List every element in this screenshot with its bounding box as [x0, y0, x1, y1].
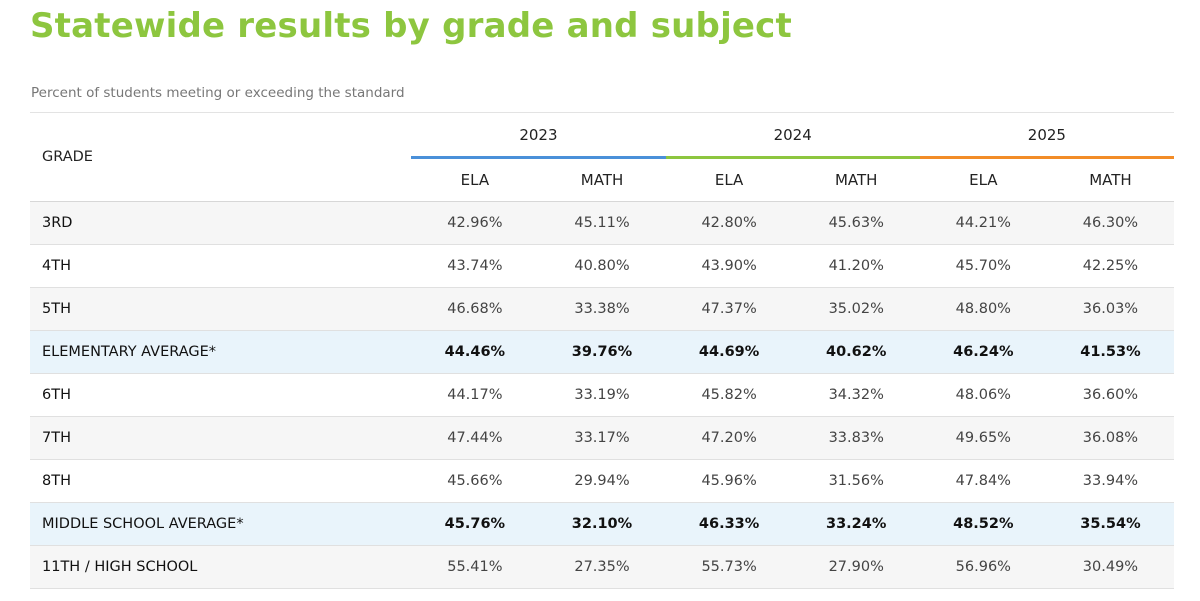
grade-label: 5TH [30, 287, 412, 331]
value-cell: 46.33% [665, 502, 793, 546]
table-row: 7TH 47.44% 33.17% 47.20% 33.83% 49.65% 36.08% [30, 416, 1174, 460]
value-cell: 49.65% [919, 416, 1047, 460]
year-header-2024: 2024 [665, 112, 920, 159]
value-cell: 32.10% [538, 502, 666, 546]
value-cell: 36.60% [1046, 373, 1174, 417]
value-cell: 33.19% [538, 373, 666, 417]
value-cell: 31.56% [792, 459, 920, 503]
grade-column-header: GRADE [30, 112, 412, 202]
year-header-2025: 2025 [919, 112, 1174, 159]
value-cell: 44.46% [411, 330, 539, 374]
value-cell: 55.73% [665, 545, 793, 589]
table-row: 6TH 44.17% 33.19% 45.82% 34.32% 48.06% 36.60% [30, 373, 1174, 417]
grade-label: ELEMENTARY AVERAGE* [30, 330, 412, 374]
table-row: 8TH 45.66% 29.94% 45.96% 31.56% 47.84% 33.94% [30, 459, 1174, 503]
value-cell: 45.63% [792, 201, 920, 245]
value-cell: 55.41% [411, 545, 539, 589]
grade-label: 7TH [30, 416, 412, 460]
value-cell: 42.25% [1046, 244, 1174, 288]
value-cell: 56.96% [919, 545, 1047, 589]
value-cell: 46.30% [1046, 201, 1174, 245]
table-row-average: MIDDLE SCHOOL AVERAGE* 45.76% 32.10% 46.33%… [30, 502, 1174, 546]
value-cell: 33.38% [538, 287, 666, 331]
subject-header-ela: ELA [411, 157, 539, 202]
value-cell: 33.24% [792, 502, 920, 546]
grade-label: 8TH [30, 459, 412, 503]
value-cell: 48.06% [919, 373, 1047, 417]
value-cell: 47.44% [411, 416, 539, 460]
table-row: 4TH 43.74% 40.80% 43.90% 41.20% 45.70% 42.25% [30, 244, 1174, 288]
value-cell: 43.90% [665, 244, 793, 288]
page-title: Statewide results by grade and subject [30, 6, 792, 46]
value-cell: 35.02% [792, 287, 920, 331]
subject-header-ela: ELA [919, 157, 1047, 202]
value-cell: 42.96% [411, 201, 539, 245]
year-header-2023: 2023 [411, 112, 666, 159]
grade-label: 4TH [30, 244, 412, 288]
subject-header-row: ELA MATH ELA MATH ELA MATH [30, 157, 1174, 202]
results-table: GRADE 2023 2024 2025 ELA MATH ELA MATH E… [30, 112, 1174, 589]
value-cell: 34.32% [792, 373, 920, 417]
value-cell: 43.74% [411, 244, 539, 288]
table-body: 3RD 42.96% 45.11% 42.80% 45.63% 44.21% 46.30% 4… [30, 201, 1174, 589]
value-cell: 45.66% [411, 459, 539, 503]
value-cell: 33.17% [538, 416, 666, 460]
value-cell: 47.84% [919, 459, 1047, 503]
value-cell: 33.83% [792, 416, 920, 460]
value-cell: 44.69% [665, 330, 793, 374]
value-cell: 41.20% [792, 244, 920, 288]
table-subtitle: Percent of students meeting or exceeding… [31, 85, 405, 101]
value-cell: 47.20% [665, 416, 793, 460]
value-cell: 48.80% [919, 287, 1047, 331]
subject-header-math: MATH [792, 157, 920, 202]
value-cell: 40.80% [538, 244, 666, 288]
table-row: 11TH / HIGH SCHOOL 55.41% 27.35% 55.73% 27.9… [30, 545, 1174, 589]
value-cell: 45.82% [665, 373, 793, 417]
value-cell: 45.70% [919, 244, 1047, 288]
subject-header-ela: ELA [665, 157, 793, 202]
value-cell: 39.76% [538, 330, 666, 374]
grade-label: 11TH / HIGH SCHOOL [30, 545, 412, 589]
value-cell: 45.76% [411, 502, 539, 546]
value-cell: 36.03% [1046, 287, 1174, 331]
grade-label: 6TH [30, 373, 412, 417]
value-cell: 30.49% [1046, 545, 1174, 589]
table-row: 5TH 46.68% 33.38% 47.37% 35.02% 48.80% 36.03% [30, 287, 1174, 331]
value-cell: 40.62% [792, 330, 920, 374]
value-cell: 42.80% [665, 201, 793, 245]
value-cell: 35.54% [1046, 502, 1174, 546]
grade-label: MIDDLE SCHOOL AVERAGE* [30, 502, 412, 546]
table-row-average: ELEMENTARY AVERAGE* 44.46% 39.76% 44.69% 40.… [30, 330, 1174, 374]
value-cell: 44.17% [411, 373, 539, 417]
value-cell: 44.21% [919, 201, 1047, 245]
value-cell: 45.96% [665, 459, 793, 503]
value-cell: 46.24% [919, 330, 1047, 374]
value-cell: 27.90% [792, 545, 920, 589]
value-cell: 45.11% [538, 201, 666, 245]
subject-header-math: MATH [538, 157, 666, 202]
value-cell: 41.53% [1046, 330, 1174, 374]
value-cell: 46.68% [411, 287, 539, 331]
table-row: 3RD 42.96% 45.11% 42.80% 45.63% 44.21% 46.30% [30, 201, 1174, 245]
subject-header-math: MATH [1046, 157, 1174, 202]
value-cell: 36.08% [1046, 416, 1174, 460]
value-cell: 27.35% [538, 545, 666, 589]
value-cell: 48.52% [919, 502, 1047, 546]
value-cell: 29.94% [538, 459, 666, 503]
year-header-row: GRADE 2023 2024 2025 [30, 112, 1174, 202]
grade-label: 3RD [30, 201, 412, 245]
value-cell: 47.37% [665, 287, 793, 331]
value-cell: 33.94% [1046, 459, 1174, 503]
